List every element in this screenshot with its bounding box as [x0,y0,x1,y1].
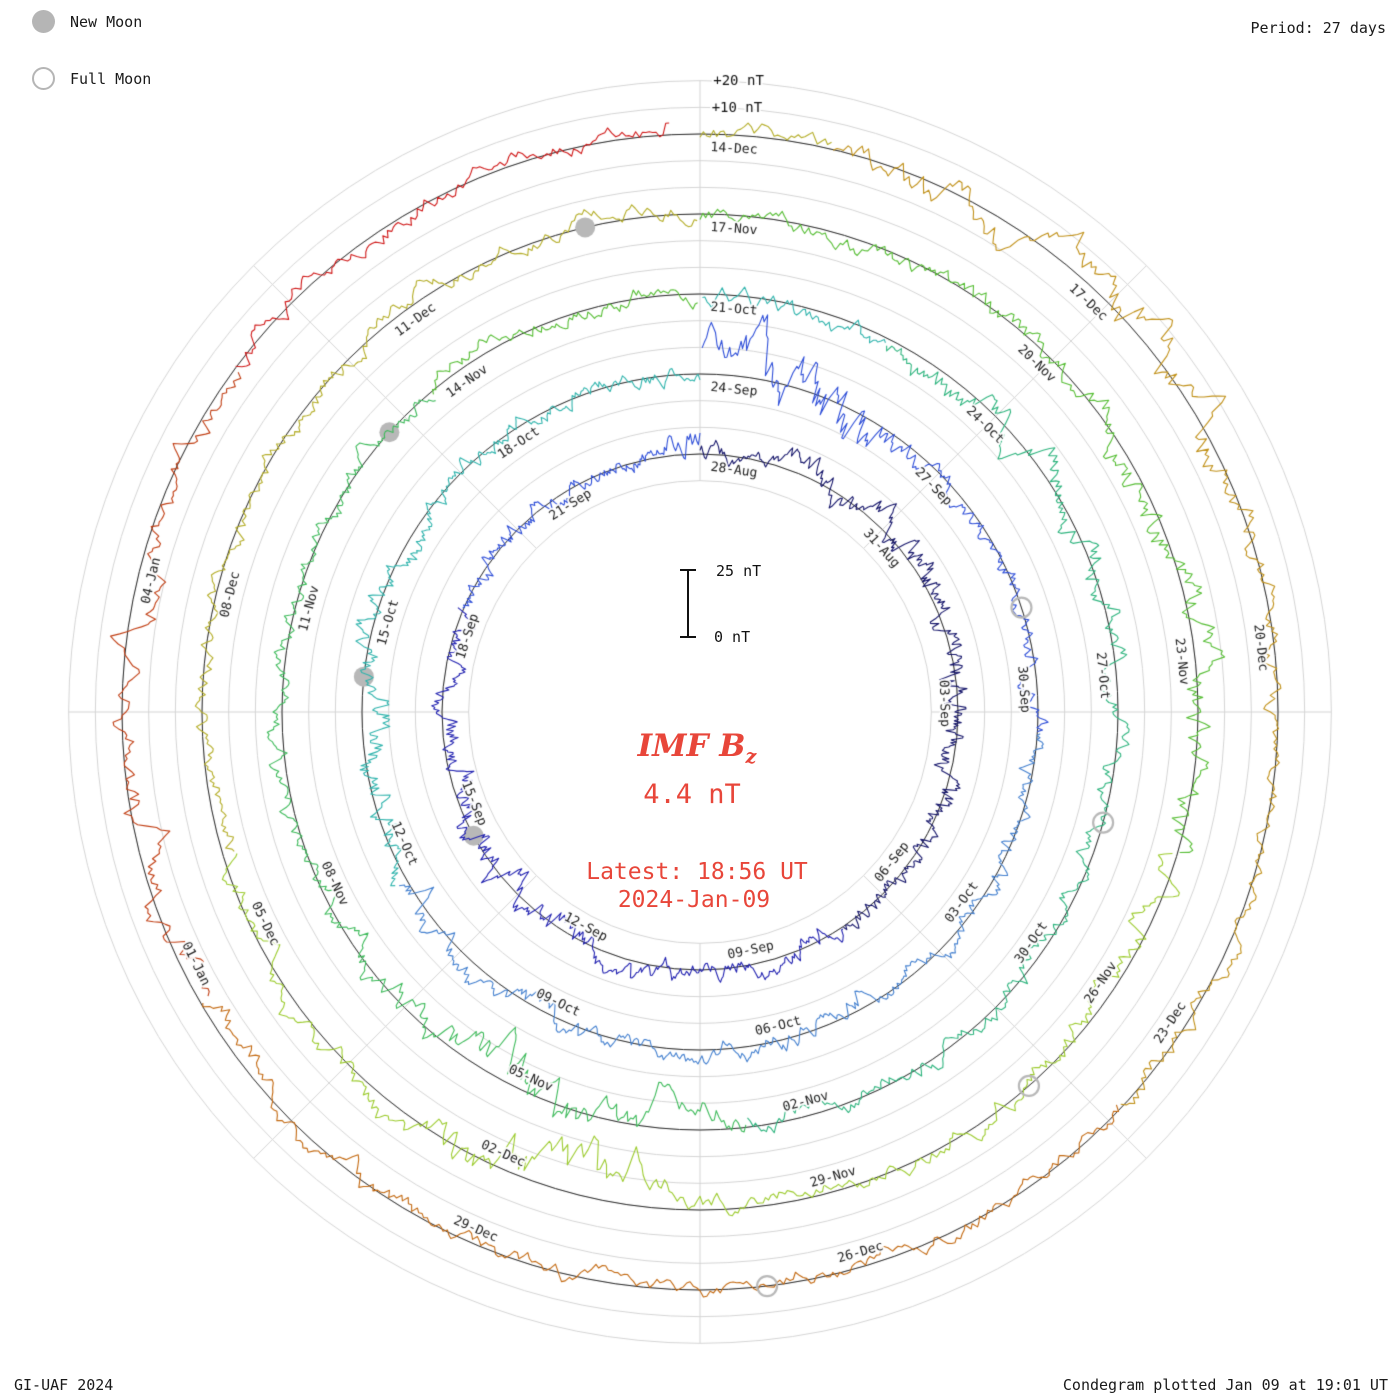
period-label: Period: 27 days [1250,19,1386,37]
plotted-timestamp-label: Condegram plotted Jan 09 at 19:01 UT [1062,1376,1388,1394]
new-moon-icon [32,10,55,33]
latest-time-label: Latest: 18:56 UT [586,859,808,885]
scale-bar-line [687,570,689,637]
imf-bz-title: IMF Bz [638,728,757,768]
credit-label: GI-UAF 2024 [14,1376,114,1394]
scale-bar-bottom-label: 0 nT [714,628,751,646]
imf-bz-title-subscript: z [745,745,757,769]
full-moon-icon [32,67,55,90]
latest-date-label: 2024-Jan-09 [617,887,771,913]
imf-bz-title-main: IMF B [637,728,746,764]
latest-bz-value: 4.4 nT [643,779,741,810]
new-moon-label: New Moon [70,13,143,31]
scale-bar-bottom-cap [680,636,696,638]
scale-bar-top-label: 25 nT [716,562,762,580]
scale-bar-top-cap [680,569,696,571]
full-moon-label: Full Moon [70,70,152,88]
